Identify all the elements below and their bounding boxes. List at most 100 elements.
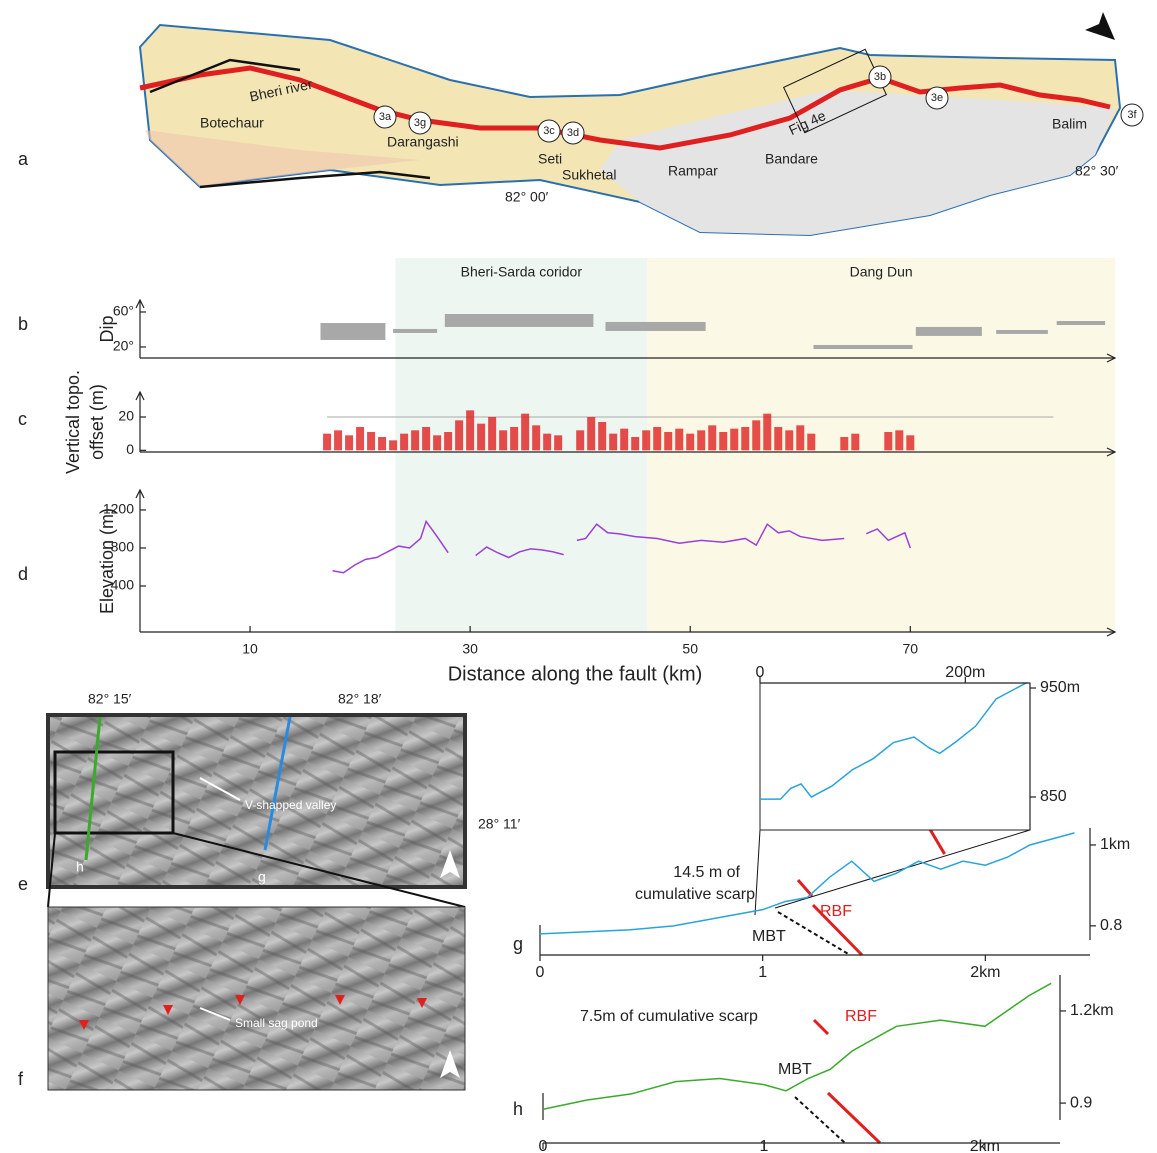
place: Balim xyxy=(1052,116,1087,132)
offset-bar xyxy=(807,433,816,451)
y-axis-label: offset (m) xyxy=(87,384,107,460)
offset-bar xyxy=(532,425,541,451)
coord: 82° 18′ xyxy=(338,691,382,707)
profile-name: g xyxy=(258,869,266,885)
offset-bar xyxy=(510,427,519,451)
coord: 82° 00′ xyxy=(505,189,549,205)
arrow xyxy=(199,1007,231,1021)
zone xyxy=(647,258,1115,632)
y-tick-label: 800 xyxy=(111,539,135,555)
offset-bar xyxy=(455,420,464,451)
offset-bar xyxy=(367,432,376,451)
arrow xyxy=(135,390,145,401)
dip-bar xyxy=(444,313,594,327)
inset-frame xyxy=(759,682,1031,831)
site xyxy=(1120,103,1144,127)
annotation: 14.5 m of xyxy=(673,864,740,881)
profile-line xyxy=(84,716,102,861)
annotation: 7.5m of cumulative scarp xyxy=(580,1008,758,1025)
fault-label: MBT xyxy=(778,1061,812,1078)
offset-bar xyxy=(598,422,607,451)
x-axis-label: Distance along the fault (km) xyxy=(448,663,703,685)
site xyxy=(537,119,561,143)
offset-bar xyxy=(642,430,651,451)
site-label: 3e xyxy=(931,92,943,104)
offset-bar xyxy=(334,430,343,451)
elevation-line xyxy=(576,523,845,547)
y-tick-label: 0 xyxy=(126,441,134,457)
y-tick-label: 850 xyxy=(1040,788,1067,805)
dip-bar xyxy=(915,326,982,336)
y-tick-label: 1.2km xyxy=(1070,1002,1114,1019)
offset-bar xyxy=(620,428,629,451)
x-tick-label: 0 xyxy=(536,964,545,981)
offset-bar xyxy=(840,437,849,451)
fault-label: MBT xyxy=(752,928,786,945)
offset-bar xyxy=(477,423,486,451)
x-tick-label: 2km xyxy=(970,1138,1000,1153)
offset-bar xyxy=(664,432,673,451)
north-arrow xyxy=(1085,12,1115,40)
offset-bar xyxy=(796,425,805,451)
offset-bar xyxy=(686,433,695,451)
y-tick-label: 20° xyxy=(113,338,134,354)
profile-line xyxy=(539,832,1075,935)
fault-label: RBF xyxy=(845,1008,877,1025)
annotation: Small sag pond xyxy=(235,1016,318,1030)
site-label: 3f xyxy=(1127,109,1137,121)
dip-bar xyxy=(813,344,913,349)
site-markers: 3a 3g 3c 3d 3b 3e 3f xyxy=(373,65,1144,145)
offset-bar xyxy=(400,433,409,451)
arrow xyxy=(1106,627,1117,637)
x-tick-label: 0 xyxy=(539,1138,548,1153)
site xyxy=(561,121,585,145)
offset-bar xyxy=(378,437,387,451)
offset-bar xyxy=(323,433,332,451)
offset-bar xyxy=(675,428,684,451)
elevation-line xyxy=(332,519,449,574)
offset-bar xyxy=(543,433,552,451)
y-axis-label: Vertical topo. xyxy=(63,370,83,474)
offset-bar xyxy=(422,427,431,451)
scarp-arrows xyxy=(79,995,427,1030)
x-tick-label: 200m xyxy=(945,664,985,681)
dip-bar xyxy=(996,330,1048,334)
offset-bar xyxy=(851,433,860,451)
y-tick-label: 400 xyxy=(111,577,135,593)
place: Botechaur xyxy=(200,115,264,131)
x-tick-label: 30 xyxy=(462,641,478,657)
panel-label: e xyxy=(18,874,28,894)
arrow xyxy=(1106,447,1117,457)
offset-bar xyxy=(653,427,662,451)
x-tick-label: 10 xyxy=(242,641,258,657)
dip-bar xyxy=(605,321,706,331)
y-axis-label: Elevation (m) xyxy=(97,508,117,614)
place: Bandare xyxy=(765,151,818,167)
offset-bar xyxy=(554,435,563,451)
offset-bar xyxy=(741,427,750,451)
dip-bar xyxy=(393,328,438,333)
offset-bar xyxy=(785,430,794,451)
zone-label: Dang Dun xyxy=(850,264,913,280)
annotation: cumulative scarp xyxy=(635,886,755,903)
offset-bar xyxy=(895,430,904,451)
zone-label: Bheri-Sarda coridor xyxy=(461,264,583,280)
offset-bar xyxy=(774,427,783,451)
y-tick-label: 950m xyxy=(1040,679,1080,696)
panel-label: a xyxy=(18,149,29,169)
offset-bar xyxy=(389,440,398,451)
hillshade: 82° 15′ 82° 18′ 28° 11′ h g V-shapped va… xyxy=(46,691,521,1091)
site xyxy=(925,86,949,110)
coord: 28° 11′ xyxy=(478,816,521,832)
place: Sukhetal xyxy=(562,167,616,183)
hillshade-zoom xyxy=(47,906,466,1091)
offset-bar xyxy=(763,413,772,451)
site xyxy=(373,105,397,129)
offset-bar xyxy=(521,413,530,451)
fault-trace xyxy=(199,170,431,189)
arrow xyxy=(135,488,145,499)
y-tick-label: 1km xyxy=(1100,836,1130,853)
place: Seti xyxy=(538,151,562,167)
coord: 82° 15′ xyxy=(88,691,132,707)
map: Bheri river Botechaur Darangashi Seti Su… xyxy=(138,12,1122,237)
